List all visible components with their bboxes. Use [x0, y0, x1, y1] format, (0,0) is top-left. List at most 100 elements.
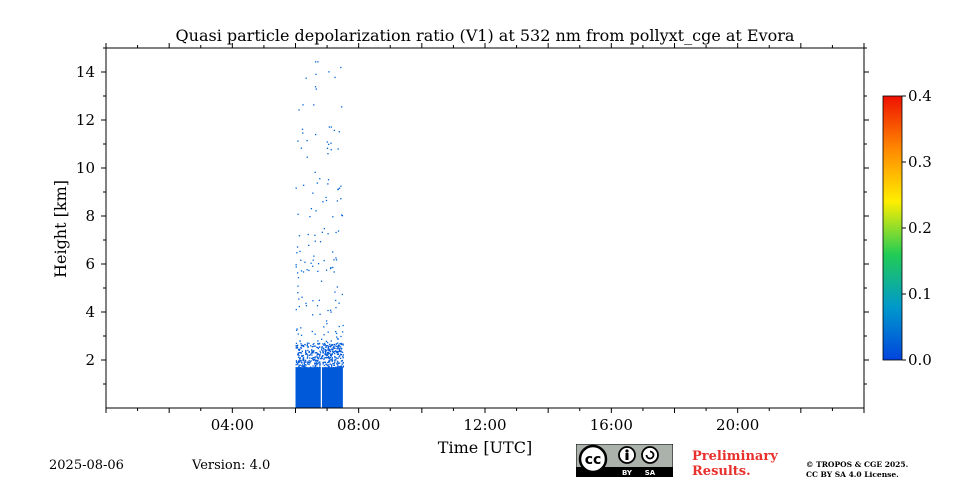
heatmap-point — [325, 363, 327, 365]
heatmap-point — [319, 363, 322, 365]
heatmap-point — [300, 359, 302, 362]
heatmap-point — [312, 343, 314, 346]
chart-title: Quasi particle depolarization ratio (V1)… — [176, 26, 795, 45]
heatmap-point — [334, 359, 336, 361]
heatmap-point — [306, 354, 309, 356]
heatmap-point — [318, 362, 320, 365]
heatmap-point — [317, 263, 320, 265]
heatmap-point — [337, 342, 339, 344]
heatmap-point — [302, 184, 305, 186]
heatmap-point — [339, 350, 342, 352]
heatmap-point — [333, 259, 335, 261]
heatmap-point — [295, 329, 298, 331]
heatmap-point — [324, 353, 326, 355]
heatmap-point — [316, 362, 318, 364]
heatmap-point — [321, 355, 324, 357]
heatmap-point — [295, 187, 297, 189]
heatmap-point — [329, 354, 332, 356]
heatmap-point — [341, 215, 344, 217]
heatmap-point — [340, 106, 343, 108]
heatmap-point — [319, 350, 321, 352]
heatmap-point — [334, 361, 336, 363]
heatmap-point — [331, 360, 333, 362]
heatmap-point — [314, 240, 316, 242]
heatmap-point — [333, 353, 336, 355]
heatmap-point — [306, 342, 309, 344]
heatmap-point — [317, 270, 319, 272]
heatmap-point — [302, 357, 304, 359]
heatmap-point — [298, 235, 301, 237]
heatmap-point — [323, 364, 326, 367]
heatmap-point — [323, 334, 325, 336]
x-tick-label: 04:00 — [211, 416, 254, 434]
heatmap-point — [319, 313, 321, 315]
heatmap-point — [328, 352, 330, 354]
y-tick-label: 8 — [85, 207, 95, 225]
heatmap-point — [306, 357, 308, 359]
heatmap-point — [314, 171, 316, 174]
heatmap-point — [303, 345, 305, 348]
heatmap-point — [313, 255, 315, 257]
heatmap-point — [300, 347, 302, 349]
heatmap-point — [341, 359, 344, 362]
heatmap-point — [331, 251, 334, 253]
heatmap-point — [339, 355, 341, 357]
heatmap-point — [316, 359, 318, 362]
heatmap-point — [333, 129, 336, 132]
heatmap-point — [320, 349, 323, 351]
heatmap-point — [310, 366, 312, 368]
heatmap-point — [306, 353, 308, 355]
colorbar-tick-label: 0.1 — [908, 285, 932, 303]
heatmap-point — [319, 361, 321, 363]
heatmap-point — [315, 210, 317, 212]
heatmap-point — [304, 359, 307, 362]
heatmap-point — [322, 350, 324, 353]
version-label: Version: 4.0 — [192, 458, 271, 473]
heatmap-point — [320, 356, 323, 358]
heatmap-point — [306, 156, 308, 158]
heatmap-point — [326, 341, 329, 344]
heatmap-point — [314, 364, 316, 366]
heatmap-point — [301, 355, 303, 358]
y-axis: 2 4 6 8 10 12 14 — [76, 47, 869, 385]
heatmap-point — [300, 327, 302, 329]
heatmap-point — [335, 299, 337, 302]
heatmap-point — [326, 322, 328, 325]
heatmap-point — [308, 244, 310, 246]
heatmap-point — [296, 347, 299, 349]
heatmap-point — [335, 359, 337, 361]
heatmap-point — [327, 153, 329, 155]
heatmap-point — [340, 185, 342, 187]
heatmap-point — [305, 353, 307, 356]
heatmap-point — [307, 356, 309, 358]
heatmap-point — [324, 342, 326, 345]
heatmap-point — [340, 342, 342, 345]
heatmap-point — [311, 330, 313, 333]
heatmap-point — [323, 344, 325, 346]
heatmap-point — [338, 350, 340, 353]
heatmap-point — [316, 346, 318, 348]
heatmap-point — [314, 234, 316, 237]
heatmap-point — [318, 346, 321, 348]
heatmap-point — [316, 304, 319, 307]
heatmap-point — [306, 344, 309, 346]
heatmap-point — [335, 259, 338, 261]
heatmap-point — [334, 357, 336, 359]
heatmap-point — [317, 342, 319, 345]
heatmap-point — [340, 335, 342, 338]
heatmap-point — [325, 345, 327, 347]
heatmap-point — [313, 104, 315, 106]
heatmap-point — [317, 353, 320, 356]
heatmap-point — [337, 361, 339, 363]
heatmap-point — [336, 363, 338, 365]
heatmap-point — [297, 363, 299, 365]
heatmap-point — [311, 357, 314, 359]
heatmap-point — [318, 342, 321, 345]
y-tick-label: 12 — [76, 111, 95, 129]
heatmap-point — [325, 354, 327, 357]
heatmap-point — [310, 352, 312, 355]
heatmap-point — [304, 351, 307, 354]
heatmap-point — [335, 231, 337, 234]
heatmap-point — [317, 61, 319, 63]
heatmap-point — [336, 345, 338, 347]
